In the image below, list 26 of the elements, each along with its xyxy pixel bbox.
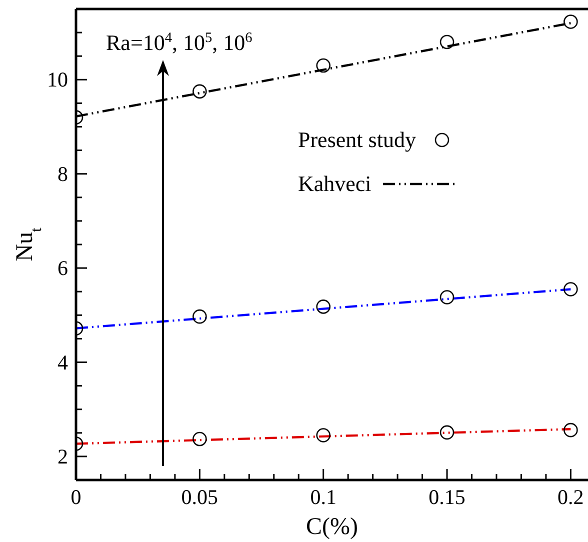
point	[564, 282, 578, 296]
point	[564, 14, 578, 29]
x-tick-label: 0	[70, 485, 82, 509]
point	[440, 425, 454, 440]
x-tick-label: 0.15	[428, 485, 466, 509]
y-tick-label: 4	[58, 350, 68, 374]
point	[440, 290, 454, 304]
x-axis-title: C(%)	[306, 514, 358, 540]
point	[316, 58, 330, 73]
point	[192, 84, 207, 99]
y-tick-label: 2	[58, 444, 68, 468]
point	[316, 428, 330, 442]
x-tick-label: 0.05	[181, 485, 218, 509]
y-tick-label: 10	[47, 68, 68, 92]
legend-label: Kahveci	[298, 171, 372, 197]
y-tick-label: 6	[58, 256, 68, 280]
legend-label: Present study	[298, 127, 416, 153]
point	[192, 309, 207, 324]
point	[316, 300, 330, 314]
x-tick-label: 0.1	[310, 485, 336, 509]
y-tick-label: 8	[58, 162, 68, 186]
x-tick-label: 0.2	[558, 485, 584, 509]
point	[564, 422, 578, 438]
point	[192, 432, 207, 446]
annotation: Ra=10$^{4}$, 10$^{5}$, 10$^{6}$	[106, 30, 252, 55]
point	[440, 34, 454, 50]
